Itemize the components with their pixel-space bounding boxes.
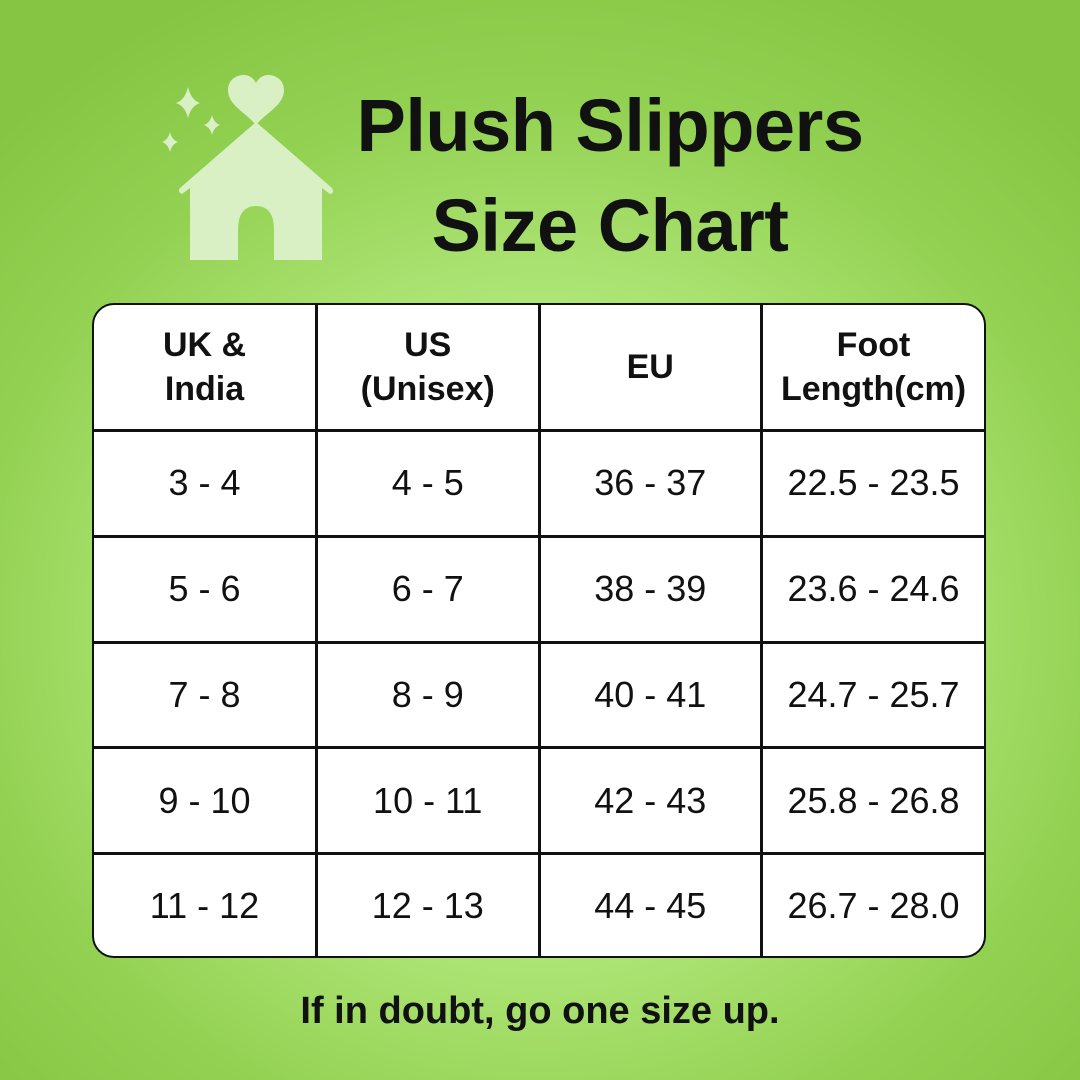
cell-foot-length: 25.8 - 26.8 [760, 746, 984, 856]
header-line: (Unisex) [360, 370, 495, 408]
header-line: India [164, 370, 245, 408]
cell-us: 8 - 9 [315, 640, 541, 750]
cell-us: 4 - 5 [315, 429, 541, 538]
heart-icon [228, 75, 284, 125]
header-line: Foot [836, 326, 911, 364]
table-row: 9 - 10 10 - 11 42 - 43 25.8 - 26.8 [94, 746, 984, 856]
header-line: US [404, 326, 452, 364]
cell-foot-length: 23.6 - 24.6 [760, 534, 984, 644]
sparkle-icon [162, 132, 178, 152]
cell-uk-india: 7 - 8 [94, 640, 318, 750]
sparkle-icon [204, 115, 220, 135]
page-title: Plush Slippers Size Chart [330, 76, 890, 276]
cell-uk-india: 9 - 10 [94, 746, 318, 856]
cell-eu: 36 - 37 [537, 429, 763, 538]
cell-uk-india: 3 - 4 [94, 429, 318, 538]
header-line: EU [626, 348, 674, 386]
size-chart-table: UK & India US (Unisex) EU Foot Length(cm) 3… [92, 303, 986, 958]
header-eu: EU [537, 305, 763, 432]
cell-us: 10 - 11 [315, 746, 541, 856]
header-foot-length: Foot Length(cm) [760, 305, 984, 432]
cell-eu: 42 - 43 [537, 746, 763, 856]
cell-us: 6 - 7 [315, 534, 541, 644]
footer-note: If in doubt, go one size up. [300, 990, 780, 1032]
title-line-1: Plush Slippers [356, 84, 864, 167]
cell-eu: 44 - 45 [537, 852, 763, 956]
table-row: 11 - 12 12 - 13 44 - 45 26.7 - 28.0 [94, 852, 984, 956]
cell-us: 12 - 13 [315, 852, 541, 956]
sparkle-icon [176, 87, 200, 118]
cell-foot-length: 24.7 - 25.7 [760, 640, 984, 750]
header-line: Length(cm) [780, 370, 967, 408]
header-us: US (Unisex) [315, 305, 541, 432]
header-line: UK & [162, 326, 247, 364]
house-with-heart-icon [162, 75, 334, 260]
cell-foot-length: 22.5 - 23.5 [760, 429, 984, 538]
house-icon [178, 122, 334, 260]
table-header-row: UK & India US (Unisex) EU Foot Length(cm) [94, 305, 984, 432]
cell-foot-length: 26.7 - 28.0 [760, 852, 984, 956]
cell-uk-india: 5 - 6 [94, 534, 318, 644]
title-line-2: Size Chart [431, 184, 789, 267]
cell-uk-india: 11 - 12 [94, 852, 318, 956]
cell-eu: 40 - 41 [537, 640, 763, 750]
header-uk-india: UK & India [94, 305, 318, 432]
cell-eu: 38 - 39 [537, 534, 763, 644]
